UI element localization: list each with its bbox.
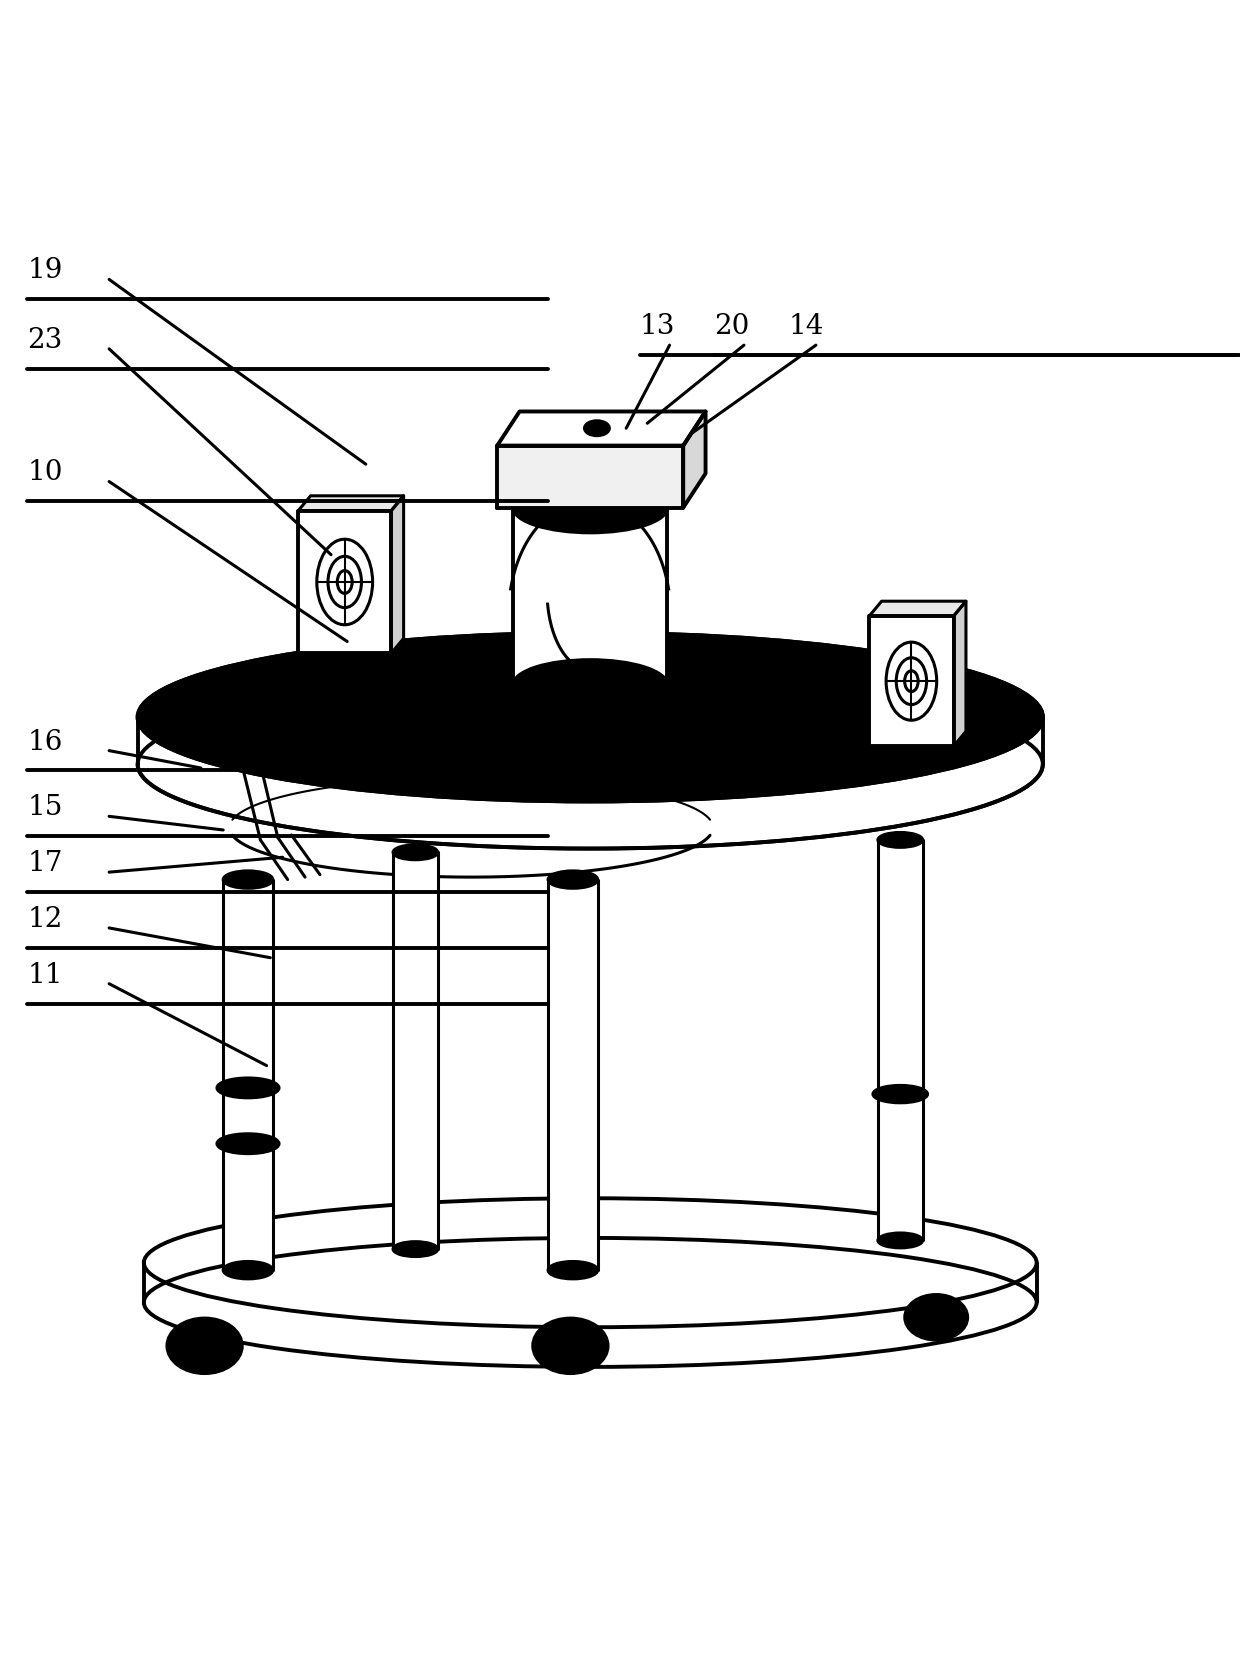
- Polygon shape: [497, 412, 706, 445]
- Ellipse shape: [223, 1261, 273, 1279]
- Text: 14: 14: [789, 313, 825, 341]
- Ellipse shape: [533, 1319, 608, 1374]
- Polygon shape: [393, 852, 438, 1250]
- Polygon shape: [954, 601, 966, 746]
- Ellipse shape: [873, 1086, 928, 1102]
- Polygon shape: [497, 445, 683, 508]
- Text: 19: 19: [27, 258, 63, 285]
- Ellipse shape: [217, 1077, 279, 1097]
- Polygon shape: [223, 879, 273, 1269]
- Polygon shape: [869, 616, 954, 746]
- Ellipse shape: [513, 483, 667, 533]
- Polygon shape: [513, 508, 667, 685]
- Ellipse shape: [552, 1332, 589, 1359]
- Ellipse shape: [878, 1233, 923, 1248]
- Polygon shape: [392, 496, 404, 654]
- Ellipse shape: [548, 871, 598, 889]
- Ellipse shape: [186, 1332, 223, 1359]
- Polygon shape: [548, 879, 598, 1269]
- Polygon shape: [878, 839, 923, 1240]
- Ellipse shape: [217, 1134, 279, 1154]
- Ellipse shape: [231, 1137, 265, 1150]
- Text: 16: 16: [27, 728, 63, 756]
- Ellipse shape: [167, 1319, 242, 1374]
- Text: 20: 20: [714, 313, 750, 341]
- Polygon shape: [869, 601, 966, 616]
- Ellipse shape: [138, 632, 1043, 801]
- Ellipse shape: [223, 871, 273, 889]
- Text: 15: 15: [27, 794, 63, 821]
- Text: 17: 17: [27, 851, 63, 877]
- Text: 23: 23: [27, 326, 62, 354]
- Ellipse shape: [513, 660, 667, 710]
- Polygon shape: [299, 496, 404, 511]
- Polygon shape: [683, 412, 706, 508]
- Ellipse shape: [393, 1241, 438, 1256]
- Ellipse shape: [905, 1294, 967, 1339]
- Ellipse shape: [885, 1089, 915, 1099]
- Ellipse shape: [231, 1082, 265, 1094]
- Text: 11: 11: [27, 962, 63, 988]
- Text: 12: 12: [27, 905, 63, 933]
- Ellipse shape: [920, 1306, 952, 1329]
- Text: 13: 13: [640, 313, 676, 341]
- Text: 10: 10: [27, 460, 63, 487]
- Polygon shape: [299, 511, 392, 654]
- Ellipse shape: [584, 420, 609, 435]
- Ellipse shape: [548, 1261, 598, 1279]
- Ellipse shape: [393, 844, 438, 859]
- Ellipse shape: [878, 832, 923, 847]
